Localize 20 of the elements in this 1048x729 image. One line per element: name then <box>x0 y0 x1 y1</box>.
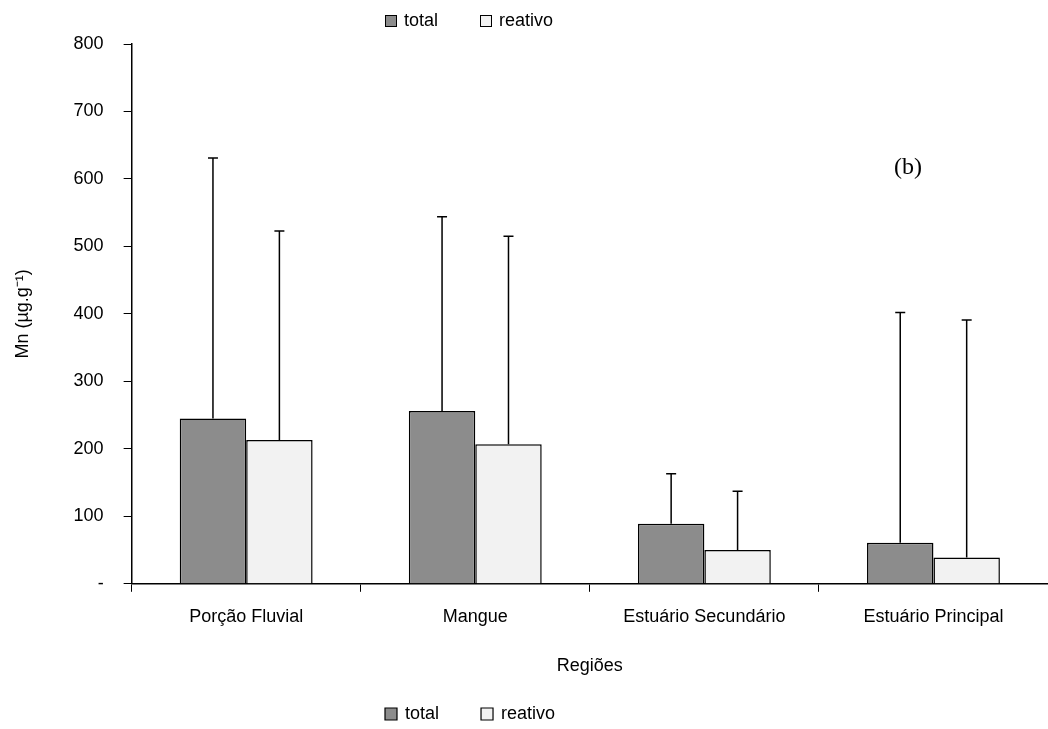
text: total <box>404 10 439 30</box>
y-axis-title: Mn (µg.g⁻¹) <box>11 269 32 359</box>
x-tick-label: Estuário Principal <box>863 605 1004 626</box>
legend-label: reativo <box>501 702 556 723</box>
y-tick-label: 200 <box>73 437 104 458</box>
y-tick-label: - <box>97 572 104 593</box>
y-tick-label: 300 <box>73 370 104 391</box>
annotation: (b) <box>894 153 922 180</box>
x-tick-label: Mangue <box>442 605 508 626</box>
y-tick-label: 600 <box>73 167 104 188</box>
x-tick-label: Estuário Secundário <box>623 605 786 626</box>
y-tick-label: 500 <box>73 235 104 256</box>
x-axis-title: Regiões <box>556 655 623 676</box>
y-tick-label: 700 <box>73 100 104 121</box>
y-tick-label: 100 <box>73 505 104 526</box>
x-tick-label: Porção Fluvial <box>189 605 304 626</box>
y-tick-label: 800 <box>73 32 104 53</box>
legend-label: total <box>405 702 440 723</box>
text: reativo <box>499 10 554 30</box>
y-tick-label: 400 <box>73 302 104 323</box>
